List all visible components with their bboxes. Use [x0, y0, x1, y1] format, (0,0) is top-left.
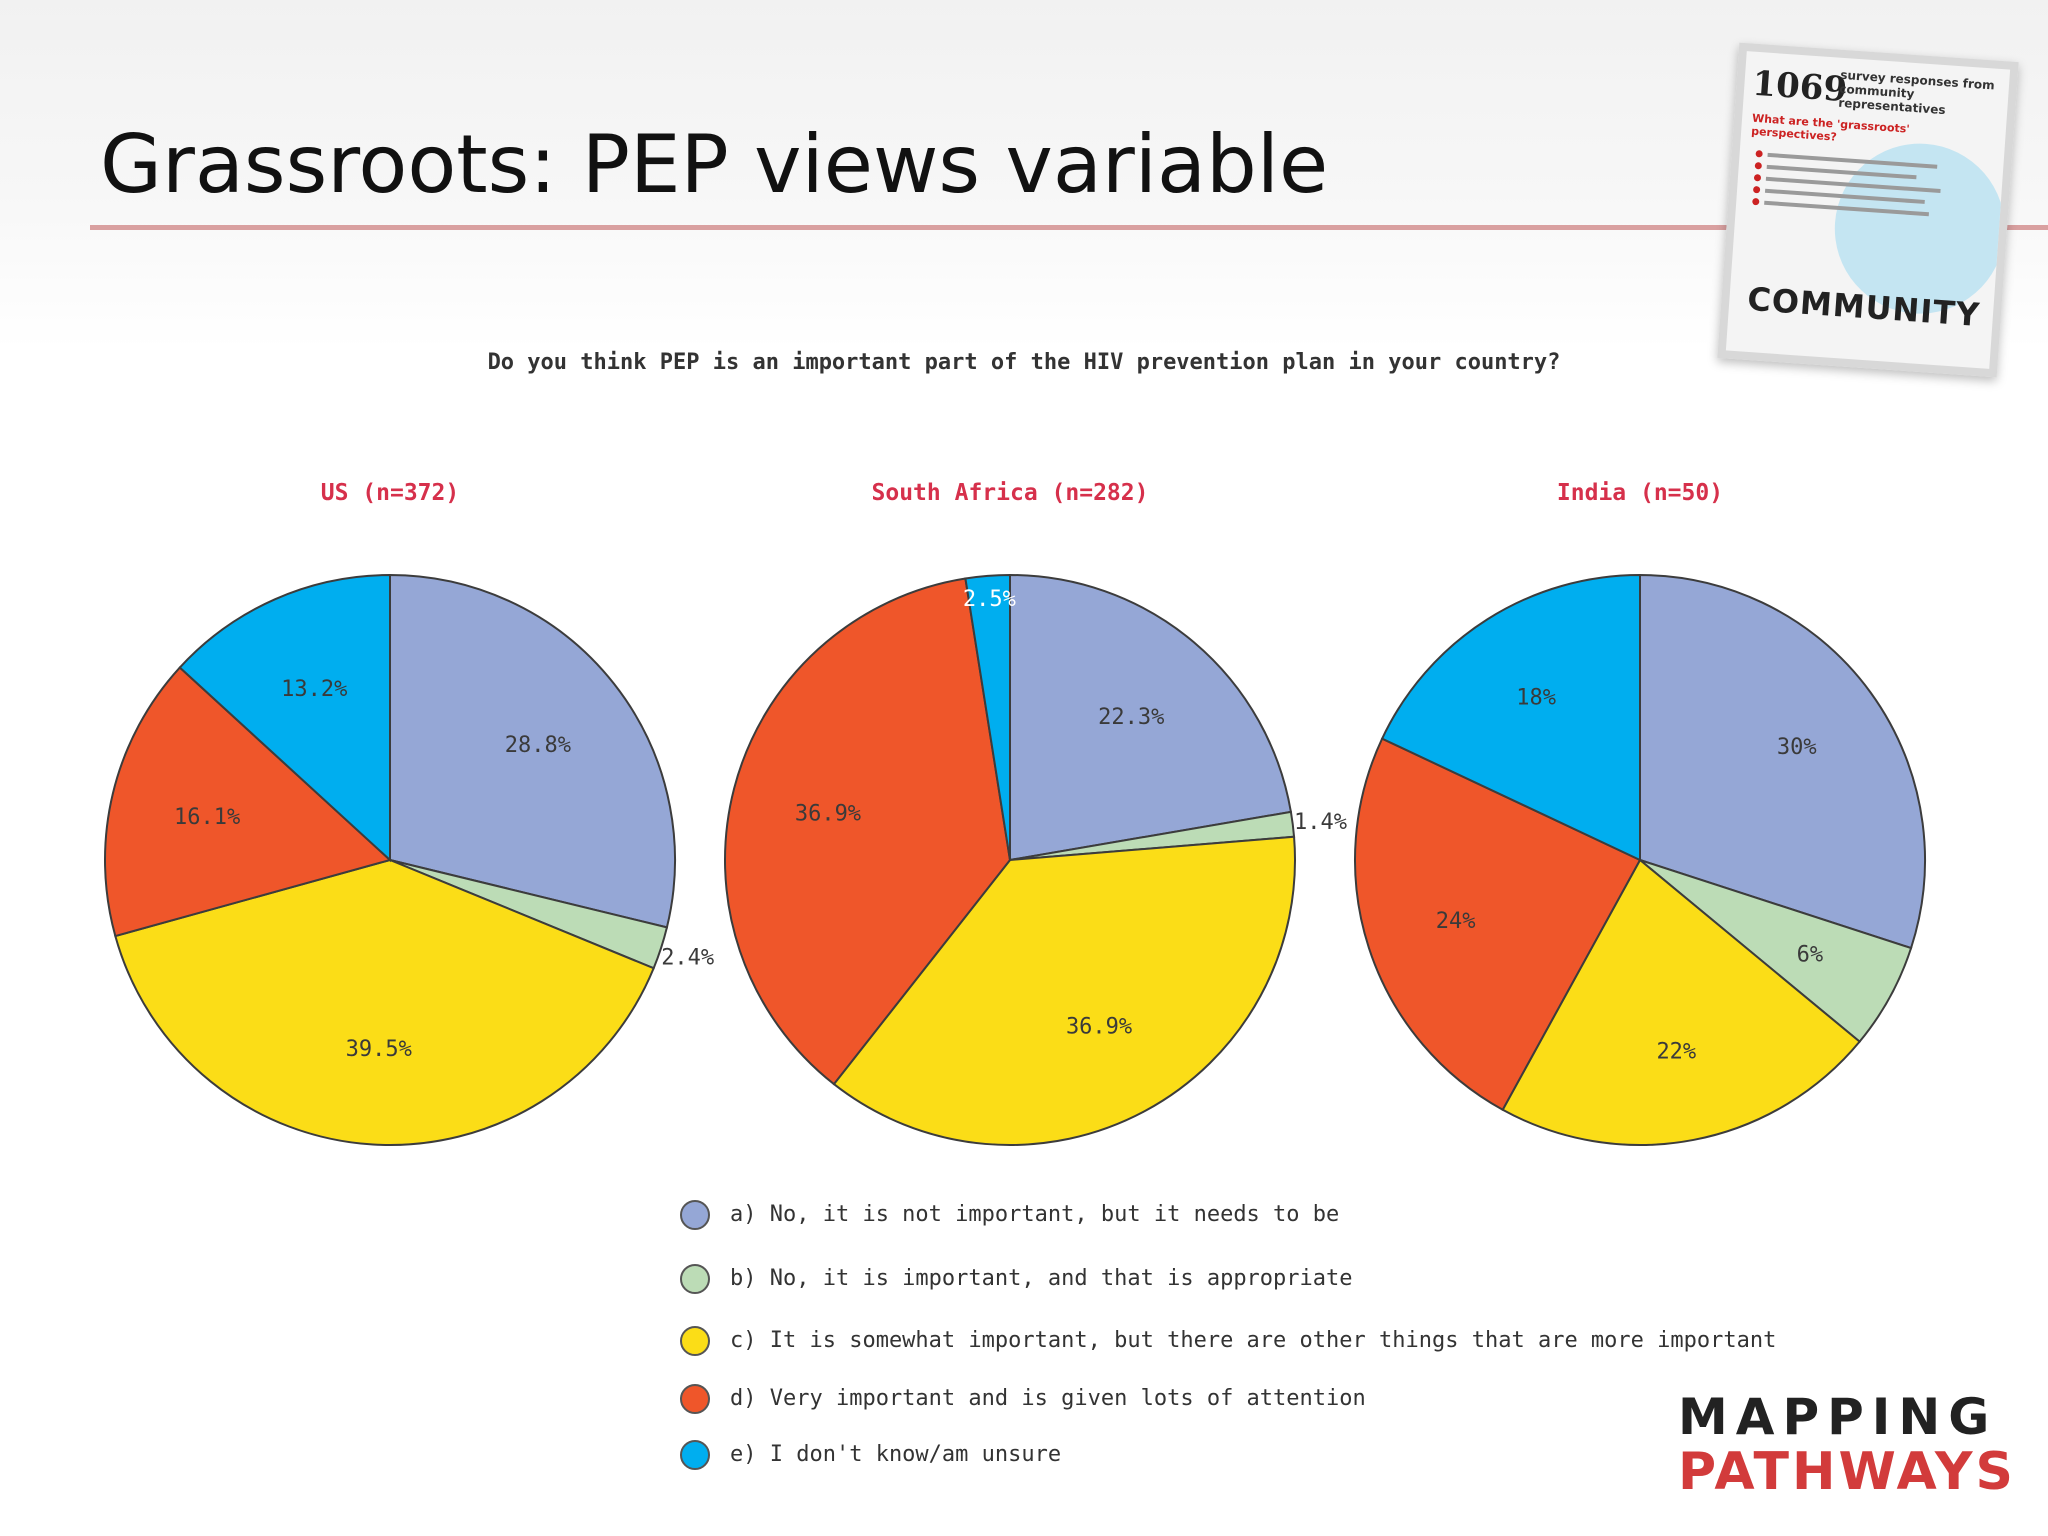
pie-title: US (n=372): [321, 480, 459, 506]
pie-label-b: 2.4%: [661, 946, 714, 971]
legend-label-d: d) Very important and is given lots of a…: [730, 1386, 1366, 1411]
pie-slice-c: [1501, 858, 1862, 1146]
pie-label-d: 36.9%: [795, 802, 861, 827]
pie-slice-d: [104, 666, 393, 938]
legend-label-a: a) No, it is not important, but it needs…: [730, 1202, 1340, 1227]
pie-label-d: 24%: [1436, 909, 1476, 934]
pie-slice-a: [1639, 573, 1926, 950]
title-rule: [90, 225, 2048, 230]
legend-swatch-d: [680, 1384, 710, 1414]
pie-label-a: 28.8%: [505, 733, 571, 758]
pie-chart-2: South Africa (n=282) 22.3% 1.4% 36.9% 36.9% 2…: [724, 480, 1347, 1146]
legend-label-b: b) No, it is important, and that is appr…: [730, 1266, 1353, 1291]
legend-label-e: e) I don't know/am unsure: [730, 1442, 1062, 1467]
pie-slice-e: [964, 573, 1011, 861]
pie-slice-d: [724, 577, 1012, 1086]
pie-slice-d: [1353, 737, 1642, 1112]
pie-slice-c: [114, 858, 655, 1146]
legend-swatch-a: [680, 1200, 710, 1230]
pie-label-e: 2.5%: [963, 587, 1016, 612]
pie-label-c: 36.9%: [1066, 1015, 1132, 1040]
pie-label-e: 13.2%: [281, 677, 347, 702]
pie-title: India (n=50): [1557, 480, 1723, 506]
brand-line-2: PATHWAYS: [1678, 1442, 2016, 1502]
pie-label-a: 30%: [1777, 735, 1817, 760]
header-background: [0, 0, 2048, 350]
pie-slice-a: [1009, 573, 1293, 862]
legend-label-c: c) It is somewhat important, but there a…: [730, 1328, 1777, 1353]
pie-title: South Africa (n=282): [872, 480, 1149, 506]
pie-slice-a: [389, 573, 676, 929]
pie-label-e: 18%: [1516, 685, 1556, 710]
mapping-pathways-logo: MAPPING PATHWAYS: [1678, 1392, 2018, 1498]
pie-slice-e: [178, 573, 391, 863]
pie-label-a: 22.3%: [1098, 705, 1164, 730]
legend-swatch-e: [680, 1440, 710, 1470]
pie-chart-3: India (n=50) 30% 6% 22% 24% 18%: [1353, 480, 1926, 1146]
legend-swatch-c: [680, 1326, 710, 1356]
legend-swatch-b: [680, 1264, 710, 1294]
pie-label-b: 1.4%: [1294, 810, 1347, 835]
pie-label-c: 22%: [1656, 1039, 1696, 1064]
brand-line-1: MAPPING: [1678, 1388, 1998, 1446]
pie-slice-c: [832, 835, 1296, 1146]
slide-title: Grassroots: PEP views variable: [100, 118, 1329, 211]
pie-slice-e: [1380, 573, 1641, 862]
pie-label-d: 16.1%: [174, 805, 240, 830]
pie-label-b: 6%: [1797, 942, 1824, 967]
pie-chart-1: US (n=372) 28.8% 2.4% 39.5% 16.1% 13.2%: [104, 480, 714, 1146]
pie-label-c: 39.5%: [346, 1037, 412, 1062]
chart-question: Do you think PEP is an important part of…: [487, 350, 1561, 375]
